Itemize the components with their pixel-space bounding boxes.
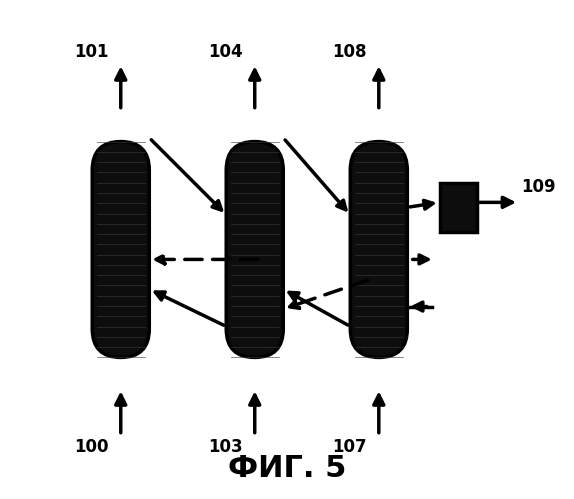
Text: 109: 109 <box>521 179 556 197</box>
Text: 104: 104 <box>208 43 242 61</box>
Text: ФИГ. 5: ФИГ. 5 <box>228 454 346 483</box>
Text: 100: 100 <box>74 438 108 456</box>
Text: 101: 101 <box>74 43 108 61</box>
FancyBboxPatch shape <box>226 142 284 357</box>
FancyBboxPatch shape <box>92 142 149 357</box>
Text: 107: 107 <box>332 438 366 456</box>
Text: 103: 103 <box>208 438 242 456</box>
Text: 108: 108 <box>332 43 366 61</box>
FancyBboxPatch shape <box>440 183 477 232</box>
FancyBboxPatch shape <box>350 142 408 357</box>
